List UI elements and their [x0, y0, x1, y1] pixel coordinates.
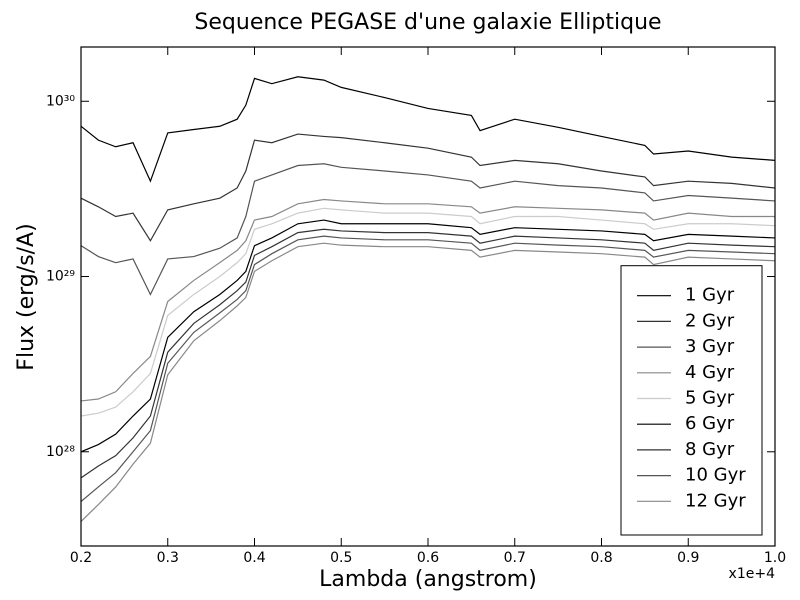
- x-tick-label: 0.7: [504, 550, 526, 566]
- y-tick-label: 10²⁸: [46, 444, 75, 460]
- x-tick-label: 0.4: [243, 550, 265, 566]
- series-line: [81, 76, 775, 183]
- legend-label: 1 Gyr: [685, 285, 735, 306]
- series-line: [81, 207, 775, 417]
- series-line: [81, 228, 775, 479]
- legend-label: 12 Gyr: [685, 490, 746, 511]
- legend: 1 Gyr 2 Gyr 3 Gyr 4 Gyr 5 Gyr 6 Gyr 8 Gyr 10 Gy…: [620, 265, 763, 536]
- series-line: [81, 242, 775, 522]
- x-tick-label: 0.3: [157, 550, 179, 566]
- legend-label: 8 Gyr: [685, 439, 735, 460]
- legend-label: 6 Gyr: [685, 413, 735, 434]
- x-tick-label: 0.5: [330, 550, 352, 566]
- y-axis-label: Flux (erg/s/A): [14, 223, 39, 370]
- legend-label: 10 Gyr: [685, 465, 746, 486]
- series-line: [81, 235, 775, 503]
- series-line: [81, 219, 775, 453]
- x-axis-label: Lambda (angstrom): [319, 567, 537, 592]
- y-tick-label: 10³⁰: [46, 93, 75, 109]
- legend-label: 2 Gyr: [685, 310, 735, 331]
- x-tick-label: 1.0: [764, 550, 786, 566]
- series-line: [81, 198, 775, 402]
- legend-label: 4 Gyr: [685, 362, 735, 383]
- x-tick-label: 0.8: [590, 550, 612, 566]
- legend-label: 5 Gyr: [685, 388, 735, 409]
- series-line: [81, 163, 775, 296]
- plot-lines: [81, 76, 775, 522]
- legend-label: 3 Gyr: [685, 336, 735, 357]
- y-tick-label: 10²⁹: [46, 269, 75, 285]
- legend-box: [620, 265, 763, 536]
- chart-title: Sequence PEGASE d'une galaxie Elliptique: [194, 10, 661, 35]
- x-tick-label: 0.6: [417, 550, 439, 566]
- x-tick-label: 0.9: [677, 550, 699, 566]
- x-offset-label: x1e+4: [729, 566, 776, 582]
- x-tick-label: 0.2: [70, 550, 92, 566]
- series-line: [81, 133, 775, 242]
